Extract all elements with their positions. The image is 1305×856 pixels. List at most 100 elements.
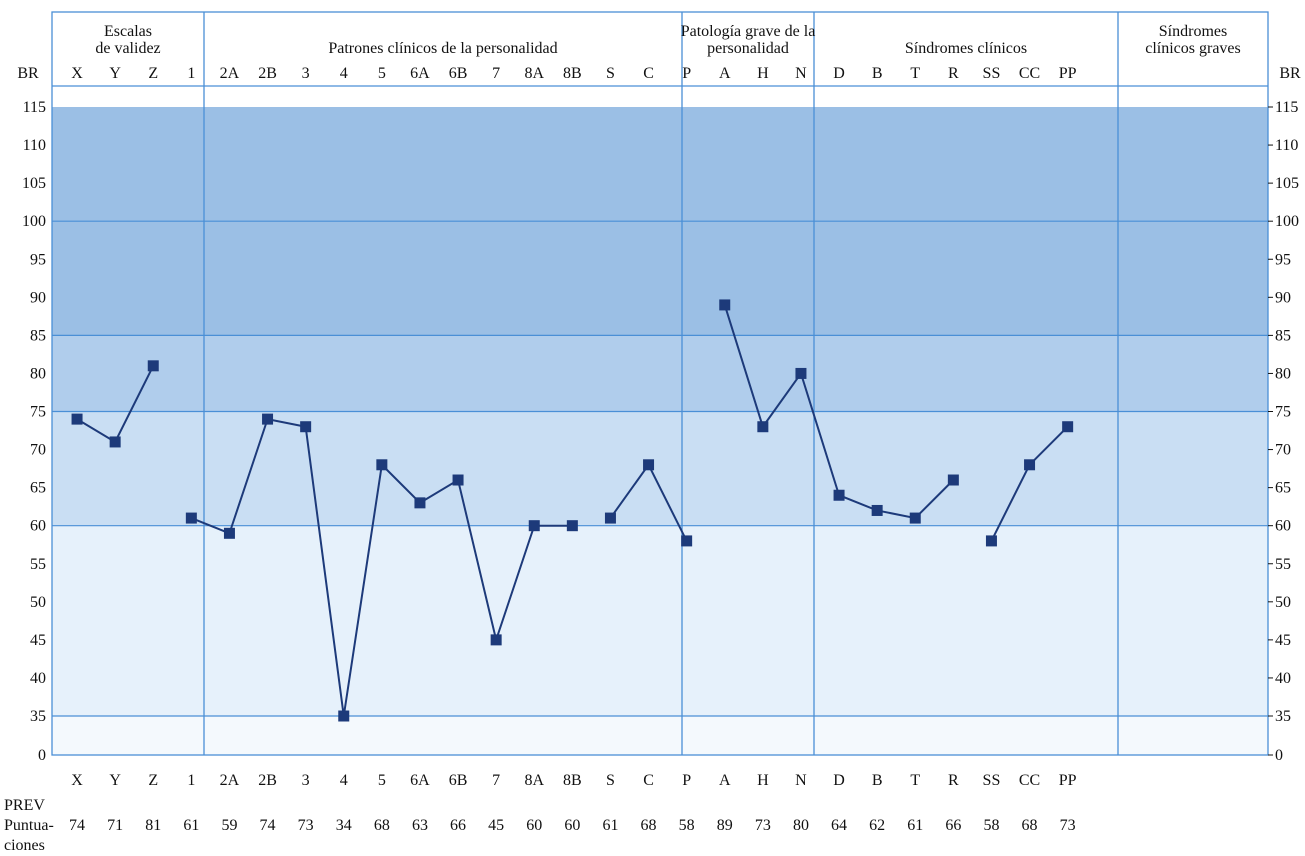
group-title-3-line-2: personalidad [707, 40, 789, 57]
score-X: 74 [69, 817, 85, 834]
bottom-label-T: T [910, 772, 920, 789]
score-C: 68 [641, 817, 657, 834]
top-label-R: R [948, 65, 959, 82]
top-label-2A: 2A [220, 65, 240, 82]
y-axis-left: BR 0 35 40 45 50 55 60 65 70 75 80 85 90 95 100 105 110 11… [17, 65, 46, 764]
y-tick-left-90: 90 [30, 289, 46, 306]
y-tick-left-70: 70 [30, 442, 46, 459]
top-label-8A: 8A [524, 65, 544, 82]
score-S: 61 [602, 817, 618, 834]
y-tick-left-65: 65 [30, 480, 46, 497]
top-label-T: T [910, 65, 920, 82]
outer-frame [51, 11, 1269, 756]
top-label-X: X [71, 65, 83, 82]
group-title-1-line-2: de validez [95, 40, 160, 57]
y-tick-left-80: 80 [30, 365, 46, 382]
marker-4 [338, 710, 350, 722]
group-title-4-line-1: Síndromes clínicos [905, 40, 1027, 57]
top-label-1: 1 [187, 65, 195, 82]
band-60-75 [52, 411, 1268, 526]
marker-6B [452, 474, 464, 486]
score-5: 68 [374, 817, 390, 834]
y-tick-right-0: 0 [1275, 747, 1283, 764]
y-tick-left-45: 45 [30, 632, 46, 649]
top-label-PP: PP [1059, 65, 1077, 82]
top-label-N: N [795, 65, 807, 82]
marker-PP [1062, 421, 1074, 433]
score-A: 89 [717, 817, 733, 834]
bottom-label-8B: 8B [563, 772, 582, 789]
bottom-label-7: 7 [492, 772, 500, 789]
score-H: 73 [755, 817, 771, 834]
score-2A: 59 [221, 817, 237, 834]
group-title-5-line-1: Síndromes [1159, 23, 1227, 40]
score-3: 73 [298, 817, 314, 834]
top-label-A: A [719, 65, 731, 82]
score-row: PREV Puntua-ciones 74 71 81 61 59 74 73 34 68 63 66 4… [4, 797, 1076, 854]
marker-Z [147, 360, 159, 372]
y-tick-left-35: 35 [30, 708, 46, 725]
bottom-label-CC: CC [1019, 772, 1040, 789]
bottom-label-H: H [757, 772, 769, 789]
top-label-D: D [833, 65, 845, 82]
score-R: 66 [945, 817, 961, 834]
bottom-label-Y: Y [109, 772, 121, 789]
score-6B: 66 [450, 817, 466, 834]
y-tick-left-115: 115 [23, 99, 46, 116]
top-label-5: 5 [378, 65, 386, 82]
marker-7 [490, 634, 502, 646]
bottom-label-R: R [948, 772, 959, 789]
series-markers [71, 299, 1074, 722]
y-tick-left-50: 50 [30, 594, 46, 611]
score-SS: 58 [983, 817, 999, 834]
y-tick-right-70: 70 [1275, 442, 1291, 459]
bottom-category-labels: X Y Z 1 2A 2B 3 4 5 6A 6B 7 8A 8B S C P A H N D B T R SS CC PP [71, 772, 1076, 789]
y-tick-left-100: 100 [22, 213, 46, 230]
score-Y: 71 [107, 817, 123, 834]
bottom-label-6A: 6A [410, 772, 430, 789]
y-tick-right-85: 85 [1275, 327, 1291, 344]
score-P: 58 [679, 817, 695, 834]
y-tick-right-50: 50 [1275, 594, 1291, 611]
y-tick-right-45: 45 [1275, 632, 1291, 649]
bottom-label-Z: Z [148, 772, 158, 789]
score-row-label-ciones: ciones [4, 837, 45, 854]
marker-1 [185, 512, 197, 524]
band-35-60 [52, 525, 1268, 716]
top-label-7: 7 [492, 65, 500, 82]
y-tick-right-40: 40 [1275, 670, 1291, 687]
bottom-label-6B: 6B [449, 772, 468, 789]
group-title-5-line-2: clínicos graves [1145, 40, 1241, 57]
bottom-label-P: P [682, 772, 691, 789]
bottom-label-3: 3 [302, 772, 310, 789]
y-tick-right-75: 75 [1275, 404, 1291, 421]
top-label-Y: Y [109, 65, 121, 82]
y-axis-right: BR 0 35 40 45 50 55 60 65 70 75 80 85 90 95 100 105 110 11… [1268, 65, 1301, 764]
top-label-SS: SS [983, 65, 1001, 82]
marker-X [71, 413, 83, 425]
bottom-label-1: 1 [187, 772, 195, 789]
score-Z: 81 [145, 817, 161, 834]
bottom-label-5: 5 [378, 772, 386, 789]
y-tick-right-100: 100 [1275, 213, 1299, 230]
y-tick-right-110: 110 [1275, 137, 1298, 154]
y-tick-left-40: 40 [30, 670, 46, 687]
y-tick-left-95: 95 [30, 251, 46, 268]
top-label-8B: 8B [563, 65, 582, 82]
marker-2B [262, 413, 274, 425]
top-label-4: 4 [340, 65, 348, 82]
marker-2A [223, 527, 235, 539]
y-tick-right-35: 35 [1275, 708, 1291, 725]
bottom-label-4: 4 [340, 772, 348, 789]
score-bands [52, 107, 1268, 755]
score-D: 64 [831, 817, 847, 834]
marker-5 [376, 459, 388, 471]
marker-B [871, 504, 883, 516]
bottom-label-N: N [795, 772, 807, 789]
marker-Y [109, 436, 121, 448]
y-tick-left-110: 110 [23, 137, 46, 154]
score-T: 61 [907, 817, 923, 834]
marker-H [757, 421, 769, 433]
marker-C [643, 459, 655, 471]
